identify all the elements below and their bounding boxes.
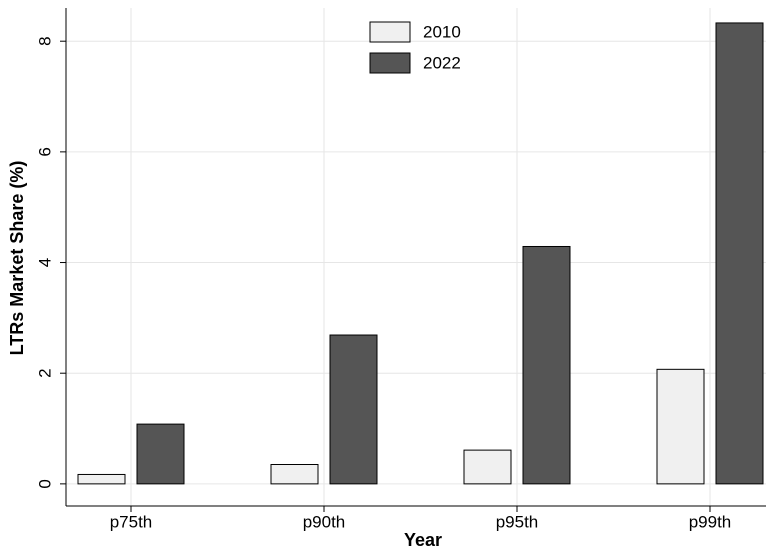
bar bbox=[656, 368, 705, 485]
x-tick-label: p99th bbox=[689, 512, 732, 531]
x-tick-label: p95th bbox=[496, 512, 539, 531]
bar bbox=[136, 423, 185, 485]
bar bbox=[270, 464, 319, 485]
y-tick-label: 6 bbox=[35, 147, 54, 156]
legend-swatch bbox=[369, 21, 411, 43]
x-tick-label: p75th bbox=[110, 512, 153, 531]
y-tick-label: 0 bbox=[35, 479, 54, 488]
y-tick-label: 8 bbox=[35, 36, 54, 45]
legend-label: 2022 bbox=[423, 53, 461, 72]
bar bbox=[329, 334, 378, 485]
bar bbox=[715, 22, 764, 485]
bar bbox=[522, 245, 571, 485]
legend-swatch bbox=[369, 52, 411, 74]
y-tick-label: 4 bbox=[35, 258, 54, 267]
bar bbox=[77, 473, 126, 485]
y-tick-label: 2 bbox=[35, 368, 54, 377]
y-axis-label: LTRs Market Share (%) bbox=[7, 161, 27, 356]
legend-label: 2010 bbox=[423, 22, 461, 41]
x-tick-label: p90th bbox=[303, 512, 346, 531]
x-axis-label: Year bbox=[404, 530, 442, 550]
bar bbox=[463, 449, 512, 485]
